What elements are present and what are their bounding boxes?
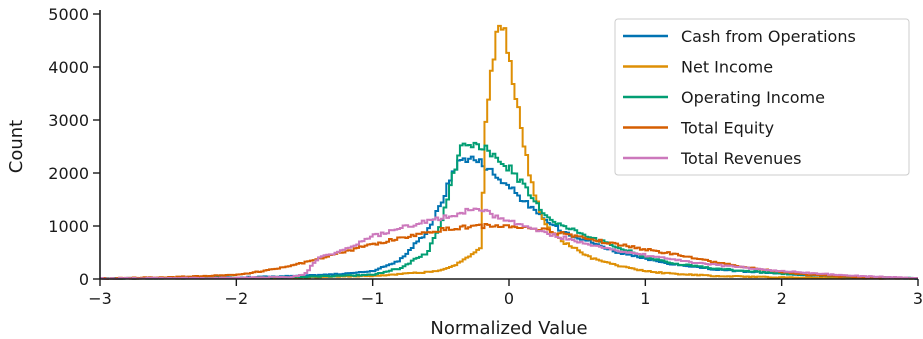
y-tick-label: 4000 — [48, 58, 89, 77]
series-line-total-revenues — [100, 207, 918, 280]
y-tick-label: 0 — [79, 270, 89, 289]
legend-label-total-equity: Total Equity — [680, 119, 774, 138]
y-tick-label: 5000 — [48, 5, 89, 24]
x-ticks: −3 −2 −1 0 1 2 3 — [88, 279, 923, 308]
y-axis-label: Count — [6, 120, 27, 173]
legend-label-operating-income: Operating Income — [681, 88, 825, 107]
legend-frame — [614, 18, 910, 176]
x-tick-label: −3 — [88, 289, 112, 308]
legend-label-total-revenues: Total Revenues — [680, 149, 801, 168]
x-tick-label: −1 — [361, 289, 385, 308]
legend-label-net-income: Net Income — [681, 58, 773, 77]
x-tick-label: 0 — [504, 289, 514, 308]
axes: −3 −2 −1 0 1 2 3 0 1000 2000 3000 4000 5000 — [48, 5, 923, 308]
y-ticks: 0 1000 2000 3000 4000 5000 — [48, 5, 100, 289]
y-tick-label: 3000 — [48, 111, 89, 130]
x-tick-label: 3 — [913, 289, 923, 308]
x-tick-label: 1 — [640, 289, 650, 308]
legend: Cash from Operations Net Income Operating … — [614, 18, 910, 176]
x-axis-label: Normalized Value — [430, 318, 587, 339]
y-tick-label: 2000 — [48, 164, 89, 183]
legend-label-cash-from-operations: Cash from Operations — [681, 27, 856, 46]
y-tick-label: 1000 — [48, 217, 89, 236]
x-tick-label: −2 — [225, 289, 249, 308]
x-tick-label: 2 — [777, 289, 787, 308]
series-line-total-equity — [100, 223, 918, 280]
